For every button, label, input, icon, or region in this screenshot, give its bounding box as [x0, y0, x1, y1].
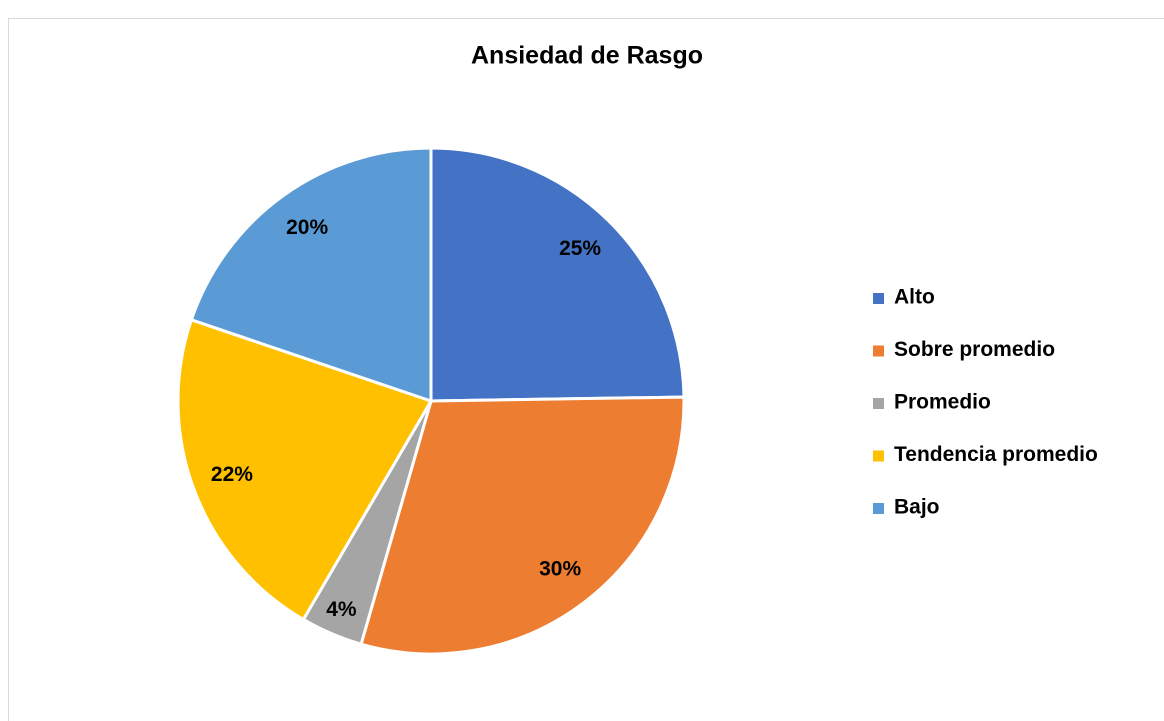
pie-slice	[176, 317, 434, 622]
legend-label: Sobre promedio	[894, 338, 1055, 361]
pie-slice	[359, 395, 686, 656]
chart-title: Ansiedad de Rasgo	[471, 42, 703, 70]
legend-swatch	[873, 293, 884, 304]
data-label: 30%	[539, 557, 581, 580]
pie-slice	[189, 146, 433, 404]
pie-slice	[429, 146, 686, 403]
legend-swatch	[873, 345, 884, 357]
data-label: 22%	[211, 463, 253, 486]
data-label: 4%	[326, 598, 357, 621]
legend-label: Promedio	[894, 391, 991, 414]
data-label: 20%	[286, 216, 328, 239]
legend-swatch	[873, 503, 884, 514]
legend-label: Alto	[894, 286, 935, 309]
legend-label: Bajo	[894, 496, 940, 519]
legend-swatch	[873, 398, 884, 409]
legend-label: Tendencia promedio	[894, 443, 1098, 466]
data-label: 25%	[559, 237, 601, 260]
legend-swatch	[873, 450, 884, 462]
